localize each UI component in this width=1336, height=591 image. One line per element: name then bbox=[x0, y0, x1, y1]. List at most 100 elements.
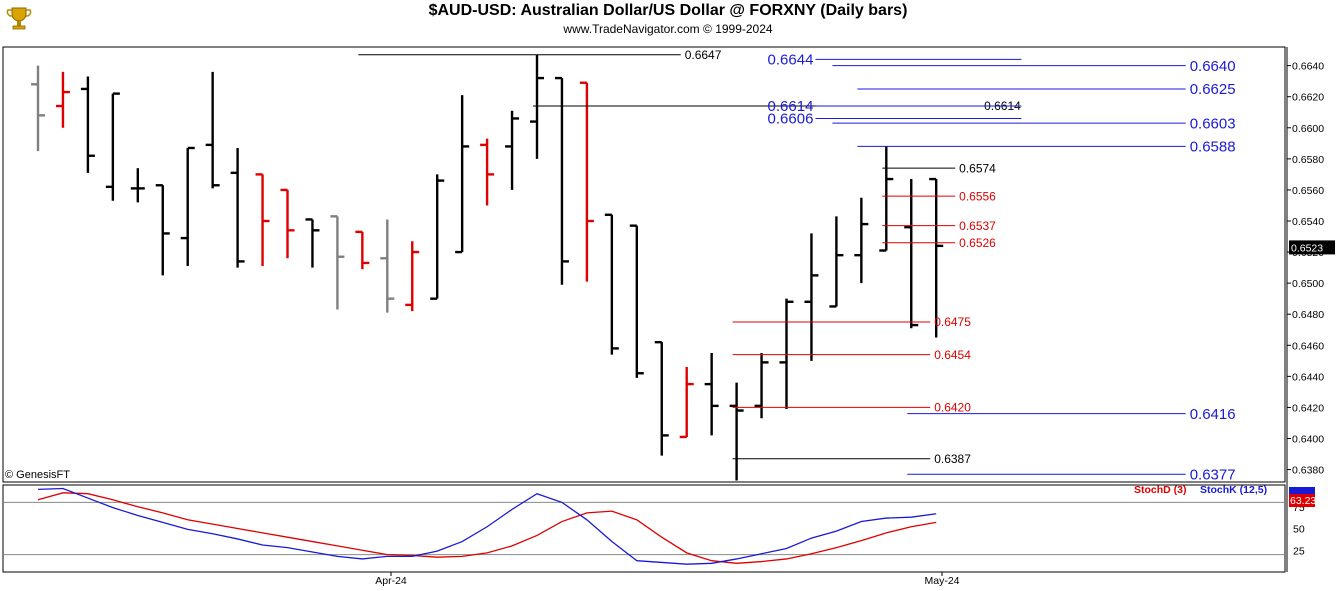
price-level: 0.6475 bbox=[732, 315, 971, 329]
price-bar bbox=[604, 213, 619, 355]
price-level: 0.6588 bbox=[857, 139, 1236, 156]
stochastic-legend-d: StochD (3) bbox=[1134, 484, 1187, 496]
price-bar bbox=[55, 71, 70, 128]
price-level-label: 0.6640 bbox=[1190, 58, 1236, 75]
price-level: 0.6574 bbox=[882, 161, 996, 175]
price-level-label: 0.6387 bbox=[934, 452, 971, 466]
price-level: 0.6526 bbox=[882, 236, 996, 250]
stochastic-axis-label: 25 bbox=[1293, 545, 1305, 557]
price-axis-label: 0.6580 bbox=[1292, 154, 1324, 166]
stochastic-series-line bbox=[37, 487, 937, 565]
price-level-label: 0.6588 bbox=[1190, 139, 1236, 156]
price-axis-label: 0.6420 bbox=[1292, 402, 1324, 414]
price-bar bbox=[255, 173, 270, 267]
price-level-label: 0.6603 bbox=[1190, 115, 1236, 132]
price-bar bbox=[679, 367, 694, 439]
price-bar bbox=[330, 215, 345, 310]
last-price-label: 0.6523 bbox=[1291, 242, 1323, 254]
price-bar bbox=[654, 340, 669, 456]
price-bar bbox=[205, 71, 220, 189]
price-bar bbox=[729, 382, 744, 481]
price-axis-label: 0.6500 bbox=[1292, 278, 1324, 290]
price-bar bbox=[854, 197, 869, 284]
chart-subtitle: www.TradeNavigator.com © 1999-2024 bbox=[563, 22, 773, 36]
price-level-label: 0.6526 bbox=[959, 236, 996, 250]
stochastic-d-badge bbox=[1289, 494, 1315, 507]
watermark: © GenesisFT bbox=[5, 469, 70, 481]
price-bar bbox=[904, 179, 919, 329]
price-bar bbox=[31, 65, 45, 152]
price-bar bbox=[130, 168, 145, 203]
stochastic-panel-frame bbox=[2, 484, 1286, 573]
price-bar bbox=[430, 174, 445, 300]
price-level-label: 0.6614 bbox=[768, 98, 814, 115]
stochastic-axis-label: 50 bbox=[1293, 524, 1305, 536]
price-axis-label: 0.6480 bbox=[1292, 309, 1324, 321]
price-level: 0.6625 bbox=[857, 81, 1236, 98]
price-bar bbox=[180, 146, 195, 267]
price-bar bbox=[879, 146, 894, 252]
price-level-label: 0.6454 bbox=[934, 348, 971, 362]
price-bar bbox=[80, 76, 95, 173]
price-bar bbox=[380, 219, 395, 313]
stochastic-readout: 63.23 bbox=[1290, 495, 1316, 507]
price-level: 0.6603 bbox=[832, 115, 1236, 132]
price-bar bbox=[754, 353, 769, 419]
price-bar bbox=[929, 177, 944, 338]
price-level: 0.6377 bbox=[907, 466, 1236, 483]
price-axis-label: 0.6380 bbox=[1292, 465, 1324, 477]
price-level: 0.6416 bbox=[907, 406, 1236, 423]
price-bar bbox=[629, 224, 644, 378]
x-axis-label: May-24 bbox=[924, 575, 959, 587]
price-level-label: 0.6377 bbox=[1190, 466, 1236, 483]
price-bar bbox=[455, 95, 470, 254]
stochastic-k-badge bbox=[1289, 487, 1315, 498]
price-bar bbox=[554, 76, 569, 285]
price-level-label: 0.6475 bbox=[934, 315, 971, 329]
price-level: 0.6644 bbox=[768, 51, 1022, 68]
price-level: 0.6647 bbox=[358, 48, 722, 62]
price-bar bbox=[505, 110, 520, 190]
price-bar bbox=[480, 138, 495, 206]
price-level-label: 0.6644 bbox=[768, 51, 814, 68]
stochastic-legend-k: StochK (12,5) bbox=[1200, 484, 1267, 496]
price-level-label: 0.6537 bbox=[959, 219, 996, 233]
price-level-label: 0.6416 bbox=[1190, 406, 1236, 423]
trophy-icon bbox=[4, 3, 34, 33]
price-level-label: 0.6556 bbox=[959, 189, 996, 203]
price-level: 0.6387 bbox=[732, 452, 971, 466]
price-level-label: 0.6606 bbox=[768, 110, 814, 127]
price-bar bbox=[530, 54, 544, 159]
stochastic-series-line bbox=[37, 492, 937, 564]
price-level: 0.6537 bbox=[882, 219, 996, 233]
price-level: 0.6606 bbox=[768, 110, 1022, 127]
price-axis-label: 0.6560 bbox=[1292, 185, 1324, 197]
price-bar bbox=[105, 92, 120, 201]
price-bar bbox=[779, 298, 794, 409]
price-bar bbox=[804, 233, 819, 361]
price-level-label: 0.6574 bbox=[959, 161, 996, 175]
price-bar bbox=[355, 230, 370, 270]
price-axis-label: 0.6460 bbox=[1292, 340, 1324, 352]
price-bar bbox=[405, 241, 420, 312]
price-axis-label: 0.6620 bbox=[1292, 92, 1324, 104]
price-level: 0.6640 bbox=[832, 58, 1236, 75]
price-axis-label: 0.6640 bbox=[1292, 61, 1324, 73]
chart-title: $AUD-USD: Australian Dollar/US Dollar @ … bbox=[428, 2, 908, 19]
price-level: 0.6454 bbox=[732, 348, 971, 362]
price-bar bbox=[829, 216, 844, 308]
price-axis-label: 0.6540 bbox=[1292, 216, 1324, 228]
price-axis-label: 0.6600 bbox=[1292, 123, 1324, 135]
price-axis-label: 0.6400 bbox=[1292, 434, 1324, 446]
price-level-label: 0.6647 bbox=[685, 48, 722, 62]
price-level: 0.6614 bbox=[768, 98, 1022, 115]
stochastic-axis-label: 75 bbox=[1293, 502, 1305, 514]
price-level: 0.6420 bbox=[732, 401, 971, 415]
price-bar bbox=[704, 353, 719, 436]
last-price-badge bbox=[1289, 240, 1335, 255]
price-bar bbox=[280, 188, 295, 259]
price-axis-label: 0.6440 bbox=[1292, 371, 1324, 383]
price-level-label: 0.6625 bbox=[1190, 81, 1236, 98]
price-bar bbox=[579, 81, 594, 282]
